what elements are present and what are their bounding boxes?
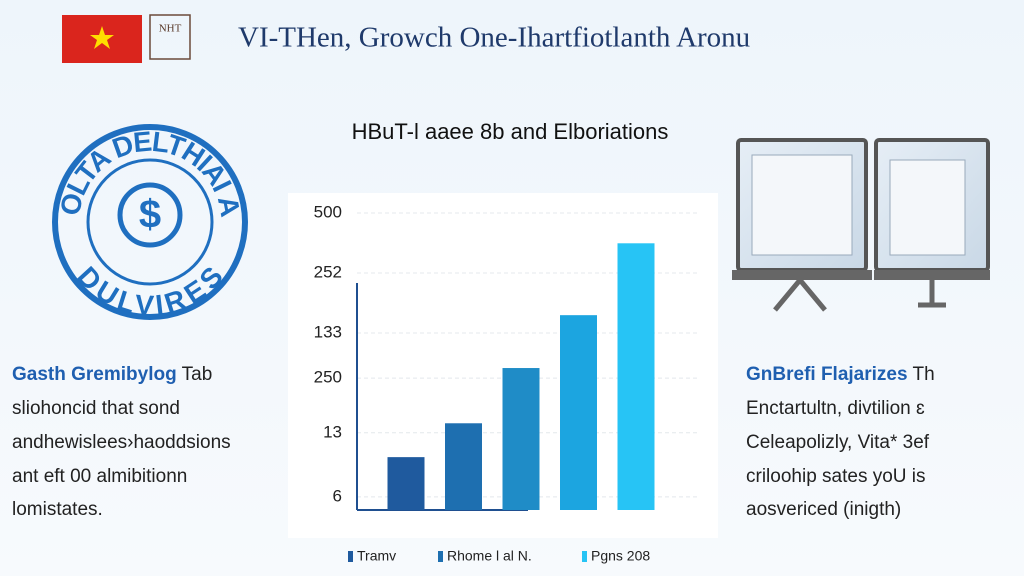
- bar: [387, 457, 425, 510]
- paragraph-line: GnBrefi Flajarizes Th: [746, 364, 935, 385]
- paragraph-line: Enctartultn, divtilion ɛ: [746, 398, 925, 419]
- bar: [560, 315, 597, 510]
- paragraph-line: andhewislees›haoddsions: [12, 432, 231, 453]
- right-text: GnBrefi Flajarizes Th Enctartultn, divti…: [746, 364, 935, 520]
- chart: 6 13 250 133 252 500 Tramv Rhome l al N. Pgns 20…: [314, 202, 700, 564]
- paragraph-text: Th: [913, 364, 935, 385]
- logo-text: NHT: [159, 23, 182, 35]
- y-tick-label: 6: [333, 486, 342, 505]
- paragraph-text: Tab: [182, 364, 213, 385]
- paragraph-line: Gasth Gremibylog Tab: [12, 364, 212, 385]
- badge-coin: [117, 182, 183, 248]
- paragraph-line: sliohoncid that sond: [12, 398, 180, 419]
- monitor-screen: [751, 154, 853, 256]
- chart-title: HBuT-l aaee 8b and Elboriations: [352, 119, 669, 144]
- badge-inner: [86, 158, 214, 286]
- bar: [502, 368, 540, 510]
- badge-symbol: $: [139, 193, 161, 237]
- left-text: Gasth Gremibylog Tab sliohoncid that son…: [12, 364, 231, 520]
- paragraph-line: ant eft 00 almibitionn: [12, 466, 187, 487]
- paragraph-line: lomistates.: [12, 499, 103, 520]
- y-tick-label: 133: [314, 322, 342, 341]
- monitor-screen: [889, 159, 966, 256]
- y-tick-label: 500: [314, 202, 342, 221]
- monitor-stand: [918, 280, 946, 308]
- paragraph-line: Celeapolizly, Vita* 3ef: [746, 432, 930, 453]
- header-title: VI-THen, Growch One-Ihartfiotlanth Aronu: [238, 22, 750, 54]
- legend-label: Pgns 208: [591, 548, 650, 564]
- legend-swatch: [348, 551, 353, 562]
- flag-star: [90, 26, 114, 49]
- y-tick-label: 250: [314, 368, 342, 387]
- logo: [149, 14, 191, 60]
- legend-swatch: [582, 551, 587, 562]
- legend-label: Tramv: [357, 548, 396, 564]
- y-tick-label: 13: [323, 422, 342, 441]
- paragraph-heading: Gasth Gremibylog: [12, 364, 177, 385]
- badge-ring: [52, 124, 248, 320]
- monitor-stand: [773, 278, 827, 312]
- paragraph-line: aosvericed (inigth): [746, 499, 901, 520]
- bar: [617, 243, 655, 510]
- paragraph-heading: GnBrefi Flajarizes: [746, 364, 908, 385]
- monitor-base: [732, 270, 872, 280]
- monitor-base: [874, 270, 990, 280]
- legend-swatch: [438, 551, 443, 562]
- legend-label: Rhome l al N.: [447, 548, 532, 564]
- paragraph-line: criloohip sates yoU is: [746, 466, 926, 487]
- bar: [445, 423, 482, 510]
- y-tick-label: 252: [314, 262, 342, 281]
